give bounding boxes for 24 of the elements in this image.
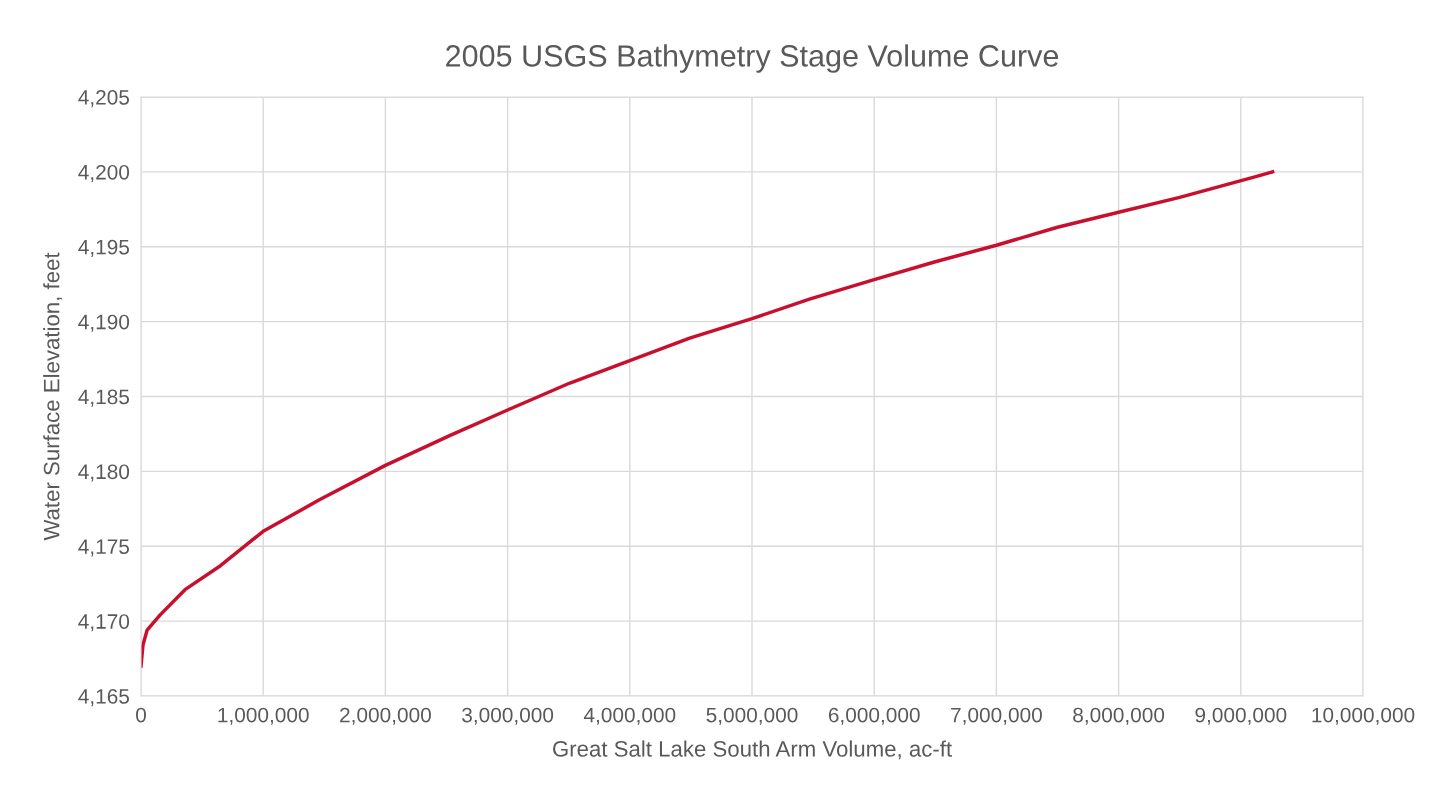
y-tick-label: 4,170 [78,614,130,632]
y-axis-title: Water Surface Elevation, feet [43,252,63,541]
y-tick-label: 4,165 [78,689,130,707]
x-tick-label: 7,000,000 [951,707,1042,725]
x-tick-label: 3,000,000 [462,707,554,725]
y-tick-label: 4,175 [78,539,130,557]
x-tick-label: 9,000,000 [1195,707,1287,725]
x-tick-label: 0 [136,707,146,723]
x-tick-label: 5,000,000 [706,707,798,725]
x-tick-label: 4,000,000 [583,707,676,725]
chart-title: 2005 USGS Bathymetry Stage Volume Curve [446,44,1059,73]
y-tick-label: 4,185 [78,389,130,407]
y-tick-label: 4,180 [78,464,130,482]
x-tick-label: 1,000,000 [218,707,309,725]
x-tick-label: 6,000,000 [828,707,920,725]
x-axis-title: Great Salt Lake South Arm Volume, ac-ft [553,740,952,760]
x-tick-label: 8,000,000 [1073,707,1165,725]
y-tick-label: 4,190 [78,314,130,332]
y-tick-label: 4,200 [78,164,130,183]
line-series [141,170,1275,668]
x-tick-label: 2,000,000 [340,707,431,725]
y-tick-label: 4,205 [78,90,130,108]
x-tick-label: 10,000,000 [1312,707,1415,725]
y-tick-label: 4,195 [78,239,130,257]
